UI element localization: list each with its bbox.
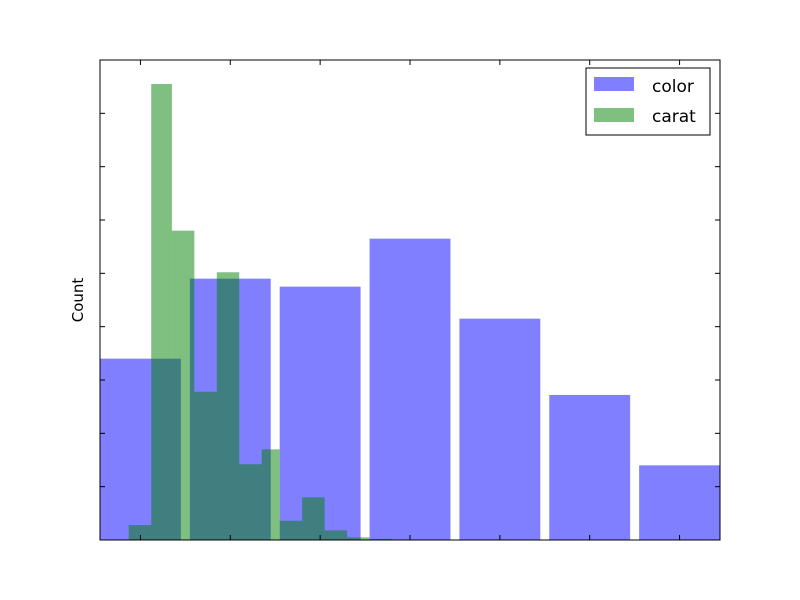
y-axis-label: Count [69, 278, 87, 323]
bar-color-6 [639, 465, 720, 540]
bar-color-4 [459, 318, 541, 540]
bar-carat-1 [151, 84, 172, 540]
bar-color-5 [549, 394, 631, 540]
legend-label-color: color [652, 77, 694, 97]
legend-swatch-color [594, 77, 634, 91]
legend: color carat [585, 67, 711, 136]
legend-swatch-carat [594, 108, 634, 122]
bar-carat-9 [324, 530, 348, 540]
bar-carat-3 [194, 391, 217, 540]
bars-layer [100, 84, 720, 541]
ticks-layer [100, 60, 720, 540]
legend-label-carat: carat [652, 107, 696, 127]
bar-carat-11 [369, 538, 393, 540]
bar-carat-7 [279, 520, 303, 540]
bar-carat-0 [128, 525, 152, 540]
bar-carat-4 [216, 272, 240, 540]
bar-carat-6 [261, 449, 280, 540]
bar-carat-8 [302, 497, 325, 540]
bar-carat-10 [347, 537, 370, 540]
bar-carat-5 [239, 464, 262, 540]
bar-carat-2 [171, 230, 195, 541]
bar-color-3 [369, 238, 451, 541]
